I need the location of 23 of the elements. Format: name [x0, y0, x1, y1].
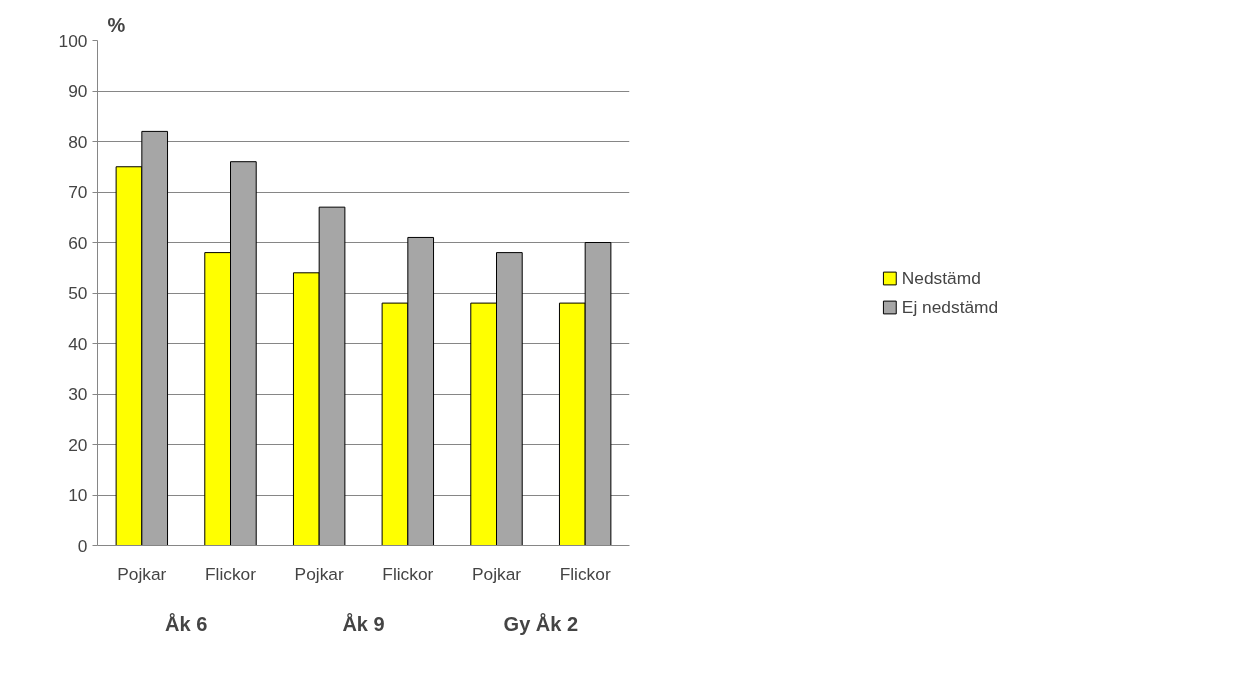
y-tick-label: 0 — [77, 535, 88, 556]
y-tick-label: 80 — [68, 131, 88, 152]
x-tick-label: Pojkar — [471, 563, 522, 584]
y-tick-label: 30 — [68, 384, 88, 404]
y-tick-label: 50 — [68, 283, 88, 303]
legend-label: Ej nedstämd — [901, 296, 999, 318]
x-tick-label: Pojkar — [294, 563, 344, 584]
legend-label: Nedstämd — [901, 267, 981, 289]
text: Gy Åk 2 — [503, 611, 579, 635]
y-tick-label: 40 — [68, 333, 88, 354]
text: Åk 6 — [165, 611, 208, 635]
y-axis-title: % — [107, 13, 126, 36]
x-tick-label: Flickor — [204, 563, 257, 584]
x-tick-label: Flickor — [382, 563, 434, 584]
x-tick-label: Pojkar — [117, 563, 167, 584]
y-tick-label: 60 — [68, 232, 88, 253]
y-tick-label: 70 — [68, 182, 88, 202]
y-tick-label: 20 — [68, 434, 88, 455]
y-tick-label: 90 — [68, 81, 88, 101]
y-tick-label: 100 — [58, 30, 88, 51]
y-tick-label: 10 — [68, 485, 88, 505]
x-tick-label: Flickor — [559, 563, 611, 584]
text: Åk 9 — [342, 611, 385, 635]
